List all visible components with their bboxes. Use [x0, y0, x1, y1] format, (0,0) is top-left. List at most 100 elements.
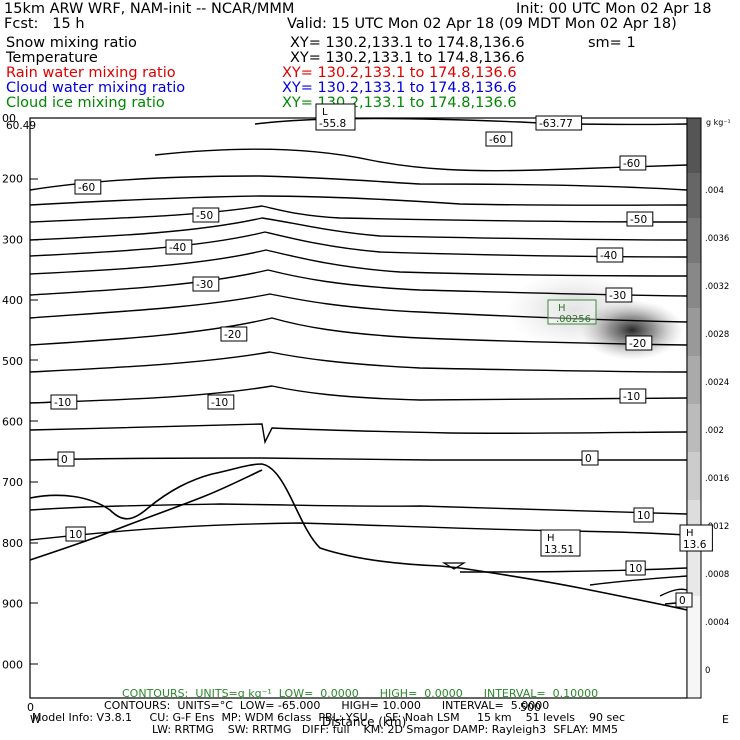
- svg-text:L: L: [322, 107, 328, 118]
- terrain-line-west: [29, 469, 263, 561]
- contour-label: -60: [619, 155, 647, 171]
- contour-label: -63.77: [535, 115, 583, 131]
- svg-text:-50: -50: [196, 210, 213, 222]
- y-tick-label: 500: [2, 355, 23, 368]
- contour-labels: L-55.8 -63.77 -60 -60 -60 -50 -50 -40 -40 -30 -30 -…: [6, 103, 713, 608]
- svg-text:-10: -10: [211, 397, 228, 409]
- y-tick-label: 300: [2, 233, 23, 246]
- svg-text:13.6: 13.6: [683, 539, 707, 551]
- svg-text:-20: -20: [629, 338, 646, 350]
- svg-text:-40: -40: [169, 242, 186, 254]
- x-tick-500: 500: [520, 701, 541, 714]
- colorbar-tick-label: .0004: [705, 618, 729, 628]
- svg-text:-40: -40: [600, 250, 617, 262]
- colorbar-labels: 0 .0004 .0008 .0012 .0016 .002 .0024 .0028 .0032…: [705, 186, 729, 676]
- terrain-marker: [441, 562, 467, 570]
- temperature-high: H13.6: [679, 524, 713, 552]
- contour-label: 60.49: [6, 120, 36, 132]
- svg-text:H: H: [547, 533, 555, 544]
- contour-label: -20: [220, 326, 248, 342]
- svg-text:0: 0: [585, 453, 592, 465]
- svg-text:10: 10: [629, 563, 642, 575]
- svg-text:H: H: [686, 528, 694, 539]
- temperature-high: H13.51: [540, 529, 581, 557]
- contour-label: 10: [65, 526, 86, 542]
- y-tick-label: 400: [2, 294, 23, 307]
- field-name-cloud-water: Cloud water mixing ratio: [6, 80, 186, 96]
- svg-text:0: 0: [61, 454, 68, 466]
- svg-text:10: 10: [637, 510, 650, 522]
- east-end-label: E: [722, 713, 729, 726]
- svg-text:-20: -20: [224, 329, 241, 341]
- init-time: Init: 00 UTC Mon 02 Apr 18: [516, 1, 712, 17]
- svg-text:10: 10: [69, 529, 82, 541]
- snow-contour-note: CONTOURS: UNITS=g kg⁻¹ LOW= 0.0000 HIGH=…: [122, 687, 599, 700]
- contour-label: 0: [581, 450, 599, 466]
- contour-label: -10: [619, 388, 647, 404]
- y-tick-label: 00: [2, 112, 16, 125]
- colorbar-unit: g kg⁻¹: [706, 118, 731, 127]
- model-info: Model Info: V3.8.1 CU: G-F Ens MP: WDM 6…: [32, 711, 626, 724]
- colorbar-tick-label: .004: [705, 186, 724, 196]
- svg-text:13.51: 13.51: [544, 544, 574, 556]
- contour-label: -30: [605, 287, 633, 303]
- contour-label: 0: [57, 451, 75, 467]
- y-tick-label: 200: [2, 173, 23, 186]
- smoothing-info: sm= 1: [588, 35, 636, 51]
- colorbar-tick-label: 0: [705, 666, 710, 676]
- contour-label: -40: [596, 247, 624, 263]
- snow-max-box: [547, 299, 597, 325]
- temperature-contour-note: CONTOURS: UNITS=°C LOW= -65.000 HIGH= 10…: [104, 699, 550, 712]
- svg-text:60.49: 60.49: [6, 120, 36, 132]
- x-axis-title: Distance (km): [322, 715, 406, 729]
- contour-label: -10: [50, 394, 78, 410]
- colorbar-tick-label: .0028: [705, 330, 729, 340]
- colorbar-tick-label: .0036: [705, 234, 729, 244]
- field-name-snow: Snow mixing ratio: [6, 35, 137, 51]
- y-tick-label: 000: [2, 658, 23, 671]
- model-info-physics: LW: RRTMG SW: RRTMG DIFF: full KM: 2D Sm…: [152, 723, 618, 736]
- temperature-low: L-55.8: [315, 103, 356, 131]
- terrain-line: [29, 463, 688, 611]
- field-xy-rain: XY= 130.2,133.1 to 174.8,136.6: [282, 65, 517, 81]
- svg-text:-60: -60: [78, 182, 95, 194]
- colorbar-tick-label: .0008: [705, 570, 729, 580]
- contour-label: 10: [625, 560, 646, 576]
- contour-label: 10: [633, 507, 654, 523]
- svg-text:-30: -30: [196, 279, 213, 291]
- contour-label: -20: [625, 335, 653, 351]
- colorbar-tick-label: .0024: [705, 378, 729, 388]
- valid-time: Valid: 15 UTC Mon 02 Apr 18 (09 MDT Mon …: [287, 16, 677, 32]
- west-end-label: W: [30, 713, 41, 726]
- snow-max-h: H: [558, 303, 566, 314]
- svg-text:-63.77: -63.77: [539, 118, 573, 130]
- x-tick-0: 0: [27, 701, 34, 714]
- model-title: 15km ARW WRF, NAM-init -- NCAR/MMM: [4, 1, 295, 17]
- y-tick-label: 800: [2, 537, 23, 550]
- contour-label: -40: [165, 239, 193, 255]
- svg-text:-10: -10: [623, 391, 640, 403]
- colorbar-tick-label: .002: [705, 426, 724, 436]
- field-xy-cloud-water: XY= 130.2,133.1 to 174.8,136.6: [282, 80, 517, 96]
- contour-label: -30: [192, 276, 220, 292]
- contour-label: -50: [626, 211, 654, 227]
- field-xy-temperature: XY= 130.2,133.1 to 174.8,136.6: [290, 50, 525, 66]
- forecast-hour: Fcst: 15 h: [4, 16, 85, 32]
- y-tick-label: 700: [2, 476, 23, 489]
- y-axis-labels: 00 200 300 400 500 600 700 800 900 000: [2, 112, 23, 671]
- contour-label: 0: [675, 592, 693, 608]
- contour-label: -10: [207, 394, 235, 410]
- y-tick-label: 900: [2, 598, 23, 611]
- svg-text:-10: -10: [54, 397, 71, 409]
- colorbar-tick-label: .0032: [705, 282, 729, 292]
- colorbar-tick-label: .0016: [705, 474, 729, 484]
- svg-text:-55.8: -55.8: [319, 118, 346, 130]
- snow-max-value: .00256: [556, 314, 591, 325]
- contour-label: -50: [192, 207, 220, 223]
- contour-label: -60: [485, 131, 513, 147]
- svg-text:-50: -50: [630, 214, 647, 226]
- field-name-cloud-ice: Cloud ice mixing ratio: [6, 95, 165, 111]
- y-tick-label: 600: [2, 416, 23, 429]
- temperature-contours: [29, 117, 688, 605]
